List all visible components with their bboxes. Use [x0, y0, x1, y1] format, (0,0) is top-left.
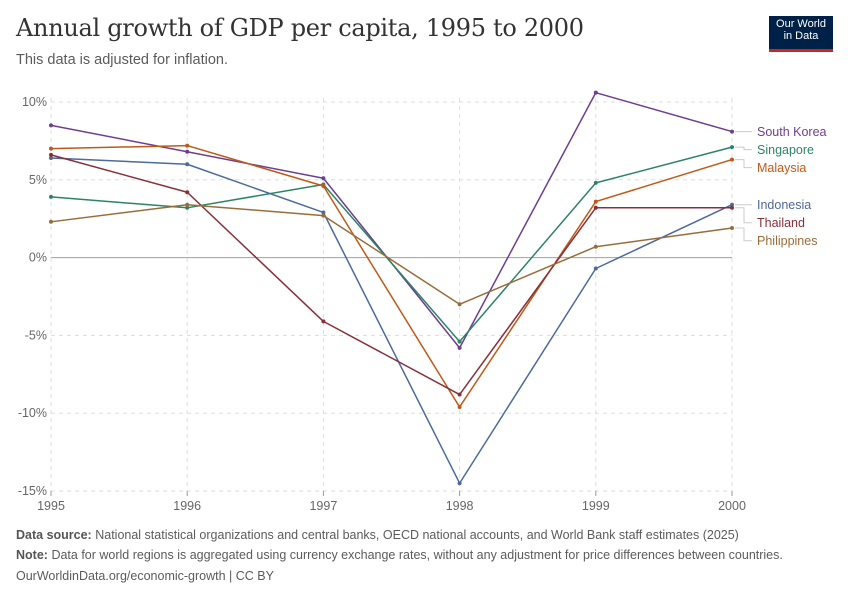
data-point-singapore [457, 339, 462, 344]
data-point-malaysia [593, 199, 598, 204]
data-point-philippines [457, 302, 462, 307]
data-point-thailand [730, 205, 734, 210]
data-point-indonesia [49, 156, 53, 161]
data-point-indonesia [321, 210, 326, 215]
series-label-philippines: Philippines [757, 234, 817, 248]
x-tick-label: 1999 [582, 499, 610, 513]
data-point-thailand [49, 152, 53, 157]
data-point-philippines [49, 219, 53, 224]
series-line-indonesia [50, 157, 733, 484]
data-point-philippines [185, 202, 190, 207]
data-point-south-korea [185, 149, 190, 154]
data-point-philippines [730, 226, 734, 231]
note-text: Data for world regions is aggregated usi… [51, 548, 783, 562]
data-point-philippines [321, 213, 326, 218]
data-point-malaysia [457, 404, 462, 409]
series-line-south-korea [50, 91, 733, 349]
data-point-thailand [593, 205, 598, 210]
owid-logo[interactable]: Our World in Data [769, 16, 833, 52]
data-point-south-korea [593, 90, 598, 95]
data-point-philippines [593, 244, 598, 249]
x-tick-label: 1996 [173, 499, 201, 513]
data-source-text: National statistical organizations and c… [95, 528, 739, 542]
series-line-philippines [50, 203, 733, 306]
data-point-indonesia [593, 266, 598, 271]
chart-note: Note: Data for world regions is aggregat… [16, 548, 783, 562]
data-source-label: Data source: [16, 528, 92, 542]
data-point-indonesia [730, 202, 734, 207]
series-line-malaysia [50, 144, 733, 408]
data-point-singapore [730, 145, 734, 150]
series-label-south-korea: South Korea [757, 125, 827, 139]
data-source: Data source: National statistical organi… [16, 528, 739, 542]
chart-title: Annual growth of GDP per capita, 1995 to… [16, 14, 584, 42]
y-tick-label: -5% [25, 328, 47, 342]
x-tick-label: 1997 [309, 499, 337, 513]
data-point-south-korea [730, 129, 734, 134]
label-connector-singapore [735, 146, 752, 151]
line-chart: 10% 5% 0% -5% -10% -15%1995 1996 1997 1998 1999 20… [18, 90, 827, 513]
data-point-singapore [593, 180, 598, 185]
data-point-malaysia [730, 157, 734, 162]
logo-line-2: in Data [783, 30, 819, 42]
series-line-singapore [50, 146, 733, 343]
x-tick-label: 1998 [446, 499, 474, 513]
y-tick-label: 10% [22, 95, 47, 109]
logo-line-1: Our World [776, 18, 826, 30]
series-label-singapore: Singapore [757, 143, 814, 157]
label-connector-thailand [735, 207, 752, 224]
y-tick-label: 0% [29, 251, 47, 265]
data-point-malaysia [185, 143, 190, 148]
data-point-malaysia [321, 184, 326, 189]
series-label-indonesia: Indonesia [757, 198, 811, 212]
data-point-south-korea [457, 345, 462, 350]
data-point-singapore [185, 205, 190, 210]
data-point-thailand [185, 190, 190, 195]
data-point-south-korea [321, 176, 326, 181]
y-tick-label: 5% [29, 173, 47, 187]
data-point-indonesia [185, 162, 190, 167]
chart-subtitle: This data is adjusted for inflation. [16, 52, 228, 68]
y-tick-label: -10% [18, 406, 47, 420]
source-url[interactable]: OurWorldinData.org/economic-growth | CC … [16, 569, 274, 583]
series-label-malaysia: Malaysia [757, 161, 806, 175]
data-point-indonesia [457, 481, 462, 486]
data-point-malaysia [49, 146, 53, 151]
note-label: Note: [16, 548, 48, 562]
label-connector-philippines [735, 227, 752, 242]
series-label-thailand: Thailand [757, 216, 805, 230]
y-tick-label: -15% [18, 484, 47, 498]
data-point-thailand [457, 392, 462, 397]
series-line-thailand [50, 154, 732, 396]
label-connector-malaysia [735, 159, 752, 169]
x-tick-label: 1995 [37, 499, 65, 513]
data-point-south-korea [49, 123, 53, 128]
data-point-thailand [321, 319, 326, 324]
x-tick-label: 2000 [718, 499, 746, 513]
data-point-singapore [49, 194, 53, 199]
